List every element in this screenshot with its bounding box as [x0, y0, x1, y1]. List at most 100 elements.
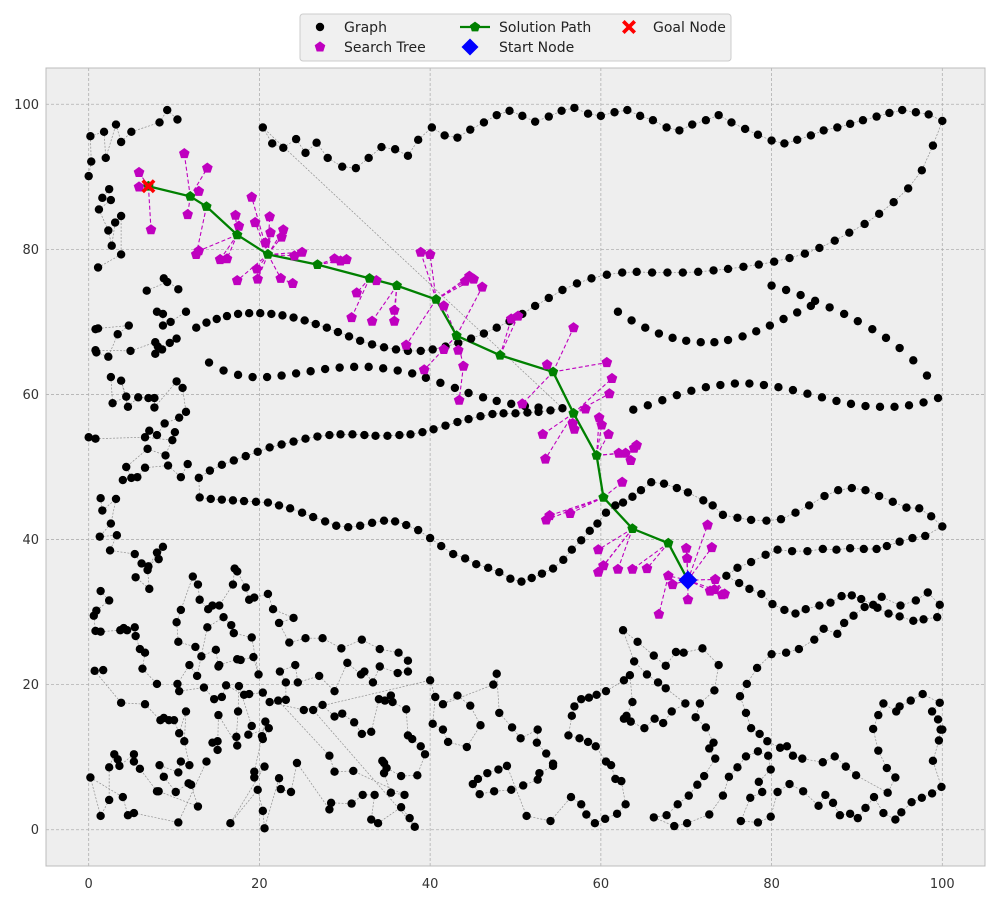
graph-node: [375, 662, 384, 671]
graph-node: [396, 771, 406, 781]
solution-path-node: [431, 294, 442, 304]
graph-node: [494, 765, 503, 774]
graph-node: [281, 695, 291, 705]
graph-node: [250, 767, 259, 776]
graph-edge: [180, 576, 194, 611]
search-tree-node: [681, 552, 693, 563]
graph-node: [909, 356, 918, 365]
graph-edge: [377, 806, 402, 824]
graph-node: [641, 323, 650, 332]
graph-edge: [751, 519, 767, 522]
graph-node: [570, 702, 579, 711]
graph-edge: [109, 535, 118, 551]
graph-node: [364, 153, 373, 163]
graph-node: [460, 554, 470, 563]
graph-node: [464, 388, 473, 398]
graph-node: [746, 793, 755, 803]
graph-node: [106, 372, 116, 382]
graph-node: [155, 118, 164, 127]
graph-node: [357, 635, 367, 644]
graph-node: [693, 780, 702, 789]
search-tree-node: [544, 510, 555, 521]
graph-node: [884, 609, 893, 618]
graph-node: [261, 717, 270, 726]
graph-node: [291, 369, 301, 378]
graph-node: [104, 184, 114, 194]
graph-node: [142, 286, 151, 295]
graph-node: [773, 787, 782, 797]
search-tree-node: [540, 453, 551, 464]
graph-node: [869, 792, 879, 802]
graph-node: [127, 127, 136, 137]
graph-node: [935, 600, 944, 610]
graph-node: [718, 510, 728, 520]
search-tree-node: [625, 454, 637, 465]
graph-node: [640, 723, 649, 733]
search-tree-node: [702, 519, 713, 530]
graph-node: [629, 405, 638, 414]
graph-node: [671, 647, 681, 657]
search-tree-edge: [646, 542, 669, 569]
graph-node: [517, 577, 526, 586]
graph-node: [116, 137, 126, 147]
graph-node: [636, 486, 646, 495]
graph-edge: [682, 271, 699, 273]
graph-edge: [201, 649, 217, 657]
graph-node: [176, 472, 186, 482]
graph-node: [693, 267, 703, 277]
graph-node: [343, 658, 352, 668]
graph-node: [438, 700, 448, 709]
graph-node: [143, 565, 152, 575]
graph-edge: [774, 257, 790, 263]
graph-node: [917, 166, 927, 175]
graph-node: [195, 595, 204, 604]
graph-node: [395, 430, 404, 440]
graph-node: [875, 402, 885, 411]
graph-node: [507, 723, 517, 732]
graph-node: [197, 652, 206, 661]
search-tree-edge: [198, 234, 238, 252]
graph-node: [740, 124, 750, 134]
graph-node: [265, 443, 274, 452]
graph-node: [320, 517, 330, 526]
graph-node: [193, 802, 203, 811]
graph-node: [293, 678, 303, 687]
graph-node: [661, 661, 670, 670]
graph-node: [472, 560, 481, 569]
graph-node: [650, 714, 659, 723]
graph-node: [367, 815, 376, 824]
graph-node: [798, 754, 807, 763]
search-tree-node: [453, 394, 465, 405]
graph-node: [244, 689, 254, 699]
graph-node: [143, 444, 152, 454]
graph-edge: [401, 774, 418, 777]
graph-node: [629, 657, 639, 666]
graph-node: [546, 816, 555, 826]
graph-node: [911, 596, 921, 605]
graph-node: [86, 773, 95, 782]
graph-node: [229, 628, 238, 638]
graph-node: [130, 549, 139, 559]
graph-node: [533, 775, 542, 784]
graph-node: [312, 138, 321, 147]
search-tree-node: [246, 191, 258, 202]
graph-node: [314, 671, 324, 681]
graph-node: [371, 431, 380, 441]
graph-node: [277, 440, 286, 449]
graph-node: [325, 805, 334, 814]
graph-node: [112, 530, 122, 540]
plot-area: [46, 68, 985, 866]
graph-node: [166, 317, 175, 327]
graph-node: [453, 133, 462, 142]
graph-node: [405, 813, 414, 823]
graph-edge: [110, 377, 113, 404]
search-tree-node: [249, 216, 261, 228]
graph-node: [93, 263, 103, 272]
search-tree-node: [341, 253, 352, 265]
graph-node: [835, 811, 845, 820]
graph-node: [158, 321, 168, 330]
graph-node: [633, 637, 642, 647]
graph-edge: [230, 789, 258, 824]
graph-node: [667, 707, 676, 716]
graph-node: [577, 536, 586, 545]
